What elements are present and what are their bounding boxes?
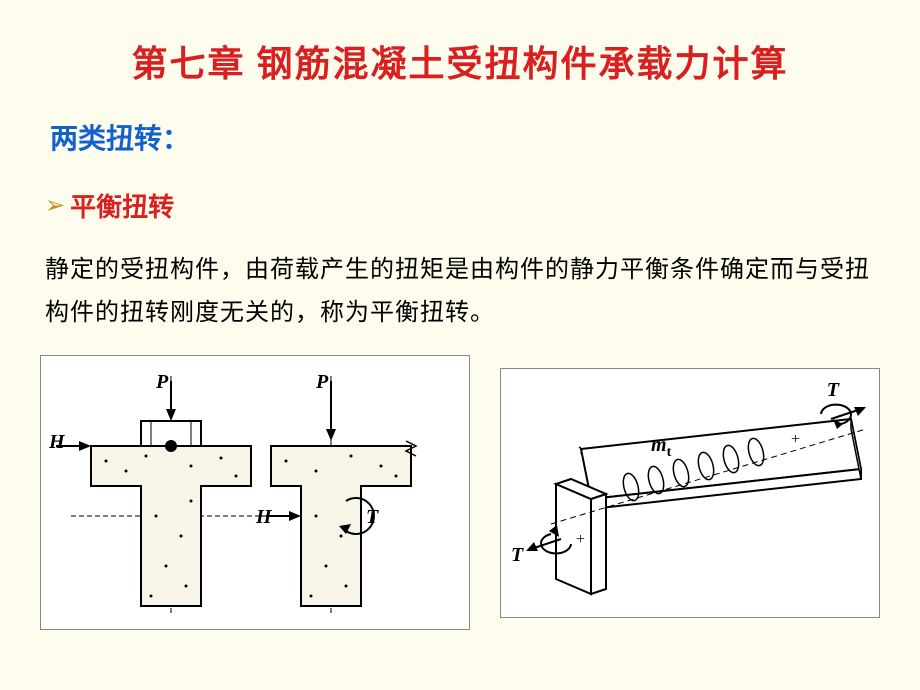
bullet-heading: ➢ 平衡扭转 — [45, 187, 880, 224]
description-text: 静定的受扭构件，由荷载产生的扭矩是由构件的静力平衡条件确定而与受扭构件的扭转刚度… — [45, 249, 880, 335]
subtitle: 两类扭转： — [50, 117, 880, 157]
cantilever-torsion-diagram: + + — [501, 369, 881, 619]
diagram-right: + + T T mt — [500, 368, 880, 618]
label-T: T — [366, 506, 378, 529]
label-T-upper: T — [827, 379, 839, 402]
label-mt: mt — [651, 434, 671, 461]
diagram-left: P P H H T — [40, 355, 470, 630]
label-T-lower: T — [511, 544, 523, 567]
label-H1: H — [49, 431, 65, 454]
beam-cross-section-diagram — [41, 356, 471, 631]
chapter-title: 第七章 钢筋混凝土受扭构件承载力计算 — [40, 35, 880, 87]
svg-text:+: + — [576, 531, 585, 548]
label-H2: H — [256, 506, 272, 529]
diagrams-container: P P H H T — [40, 355, 880, 630]
label-P2: P — [316, 371, 328, 394]
label-P1: P — [156, 371, 168, 394]
bullet-arrow-icon: ➢ — [45, 191, 65, 220]
bullet-text: 平衡扭转 — [70, 187, 174, 224]
svg-text:+: + — [791, 431, 800, 448]
